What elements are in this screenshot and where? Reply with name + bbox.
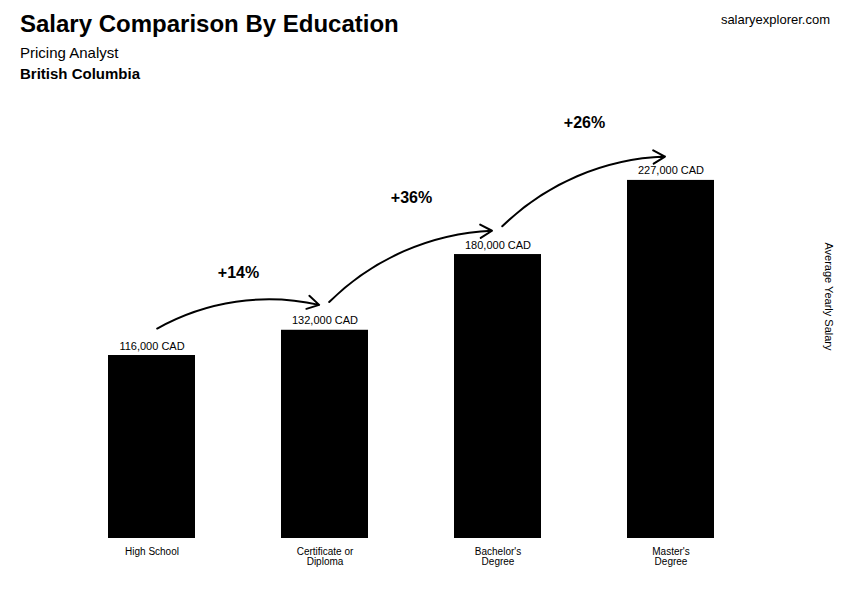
svg-text:180,000 CAD: 180,000 CAD	[465, 239, 531, 251]
svg-text:132,000 CAD: 132,000 CAD	[292, 314, 358, 326]
svg-text:227,000 CAD: 227,000 CAD	[638, 164, 704, 176]
html-text:Salary Comparison By Education: Salary Comparison By Education	[20, 10, 399, 37]
svg-text:High School: High School	[125, 546, 179, 557]
html-text:British Columbia: British Columbia	[20, 65, 140, 82]
svg-text:Bachelor'sDegree: Bachelor'sDegree	[475, 546, 521, 567]
svg-text:+26%: +26%	[564, 114, 605, 131]
svg-text:Certificate orDiploma: Certificate orDiploma	[297, 546, 354, 567]
html-text:Pricing Analyst: Pricing Analyst	[20, 44, 119, 61]
svg-text:116,000 CAD: 116,000 CAD	[119, 340, 184, 352]
svg-text:Average Yearly Salary: Average Yearly Salary	[823, 242, 835, 351]
html-text:salaryexplorer.com: salaryexplorer.com	[720, 12, 830, 27]
svg-text:+14%: +14%	[218, 264, 259, 281]
svg-text:Master'sDegree: Master'sDegree	[652, 546, 689, 567]
svg-text:+36%: +36%	[391, 189, 432, 206]
